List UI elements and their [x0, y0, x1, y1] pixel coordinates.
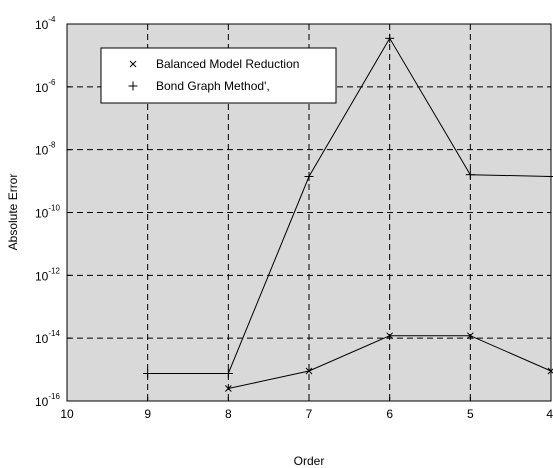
series-1-point — [305, 367, 313, 375]
y-tick-label: 10-12 — [35, 266, 60, 283]
y-tick-label: 10-6 — [35, 78, 56, 95]
y-axis-label: Absolute Error — [6, 174, 20, 251]
y-tick-label: 10-16 — [35, 392, 60, 409]
legend: Balanced Model Reduction Bond Graph Metho… — [100, 47, 337, 104]
y-tick-label: 10-14 — [35, 329, 60, 346]
y-tick-label: 10-4 — [35, 15, 56, 32]
series-2-point — [223, 369, 233, 379]
y-tick-label: 10-8 — [35, 141, 56, 158]
y-tick-labels: 10-16 10-14 10-12 10-10 10-8 10-6 10-4 — [35, 15, 71, 409]
series-2-point — [143, 369, 153, 379]
x-axis-label: Order — [294, 454, 325, 468]
x-tick-label: 4 — [546, 407, 553, 421]
x-tick-label: 7 — [306, 407, 313, 421]
x-tick-label: 10 — [60, 407, 74, 421]
series-2-point — [304, 171, 314, 181]
x-tick-label: 9 — [144, 407, 151, 421]
legend-marker-1 — [129, 60, 137, 68]
x-tick-label: 6 — [386, 407, 393, 421]
series-1-point — [224, 385, 232, 392]
x-tick-labels: 10 9 8 7 6 5 4 — [60, 397, 553, 421]
series-line-2 — [147, 37, 552, 374]
legend-label-1: Balanced Model Reduction — [156, 57, 299, 71]
y-tick-label: 10-10 — [35, 204, 60, 221]
legend-box — [100, 47, 337, 104]
legend-marker-2 — [128, 81, 138, 91]
legend-label-2: Bond Graph Method', — [156, 79, 270, 93]
series-1-point — [386, 332, 394, 340]
series-2-point — [385, 33, 395, 43]
x-tick-label: 8 — [225, 407, 232, 421]
series-1-point — [466, 332, 474, 340]
series-2-point — [465, 170, 475, 180]
x-tick-label: 5 — [467, 407, 474, 421]
series-layer — [143, 33, 553, 392]
